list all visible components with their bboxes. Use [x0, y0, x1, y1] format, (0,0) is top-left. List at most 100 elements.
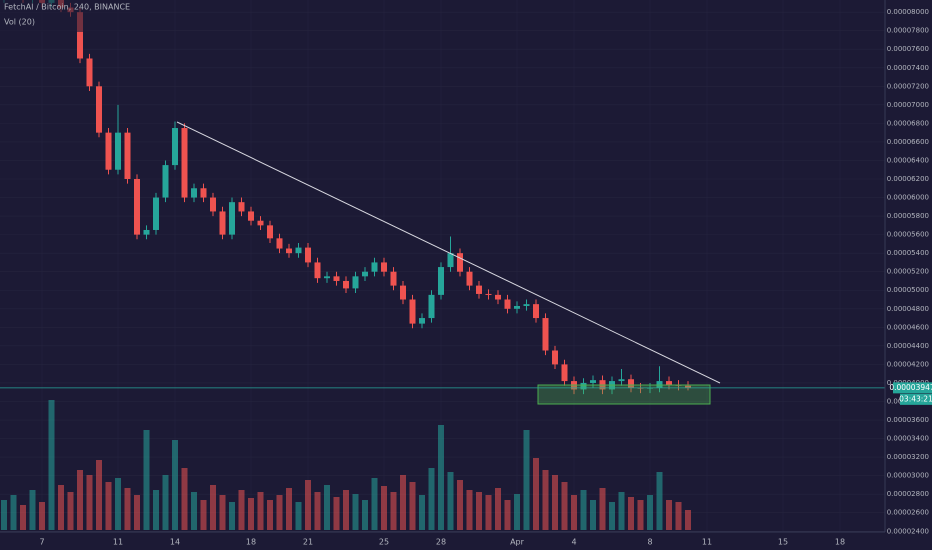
x-tick-label: 15	[778, 538, 788, 547]
y-tick-label: 0.00003600	[887, 416, 929, 424]
volume-bar	[609, 502, 615, 530]
volume-bar	[58, 485, 64, 530]
candle-body	[476, 285, 482, 294]
x-tick-label: 4	[571, 538, 576, 547]
candle-body	[267, 225, 273, 239]
candle-body	[666, 381, 672, 385]
volume-bar	[39, 502, 45, 530]
volume-bar	[485, 495, 492, 530]
trend-line	[176, 121, 721, 384]
y-tick-label: 0.00007400	[887, 64, 929, 72]
candle-body	[685, 385, 691, 388]
candle-body	[172, 128, 178, 166]
candle-body	[590, 380, 596, 383]
volume-bar	[105, 482, 112, 530]
candle-body	[191, 188, 197, 198]
volume-bar	[390, 492, 397, 530]
y-tick-label: 0.00004200	[887, 360, 929, 368]
candle-body	[257, 220, 264, 226]
volume-bar	[685, 510, 691, 530]
x-tick-label: Apr	[510, 538, 525, 547]
x-tick-label: 21	[303, 538, 313, 547]
volume-bar	[618, 492, 625, 530]
candle-body	[457, 253, 463, 272]
volume-bar	[533, 458, 539, 530]
candle-body	[210, 197, 216, 212]
y-tick-label: 0.00005400	[887, 249, 929, 257]
countdown: 03:43:21	[899, 394, 932, 403]
y-tick-label: 0.00002800	[887, 490, 929, 498]
y-tick-label: 0.00002400	[887, 527, 929, 535]
volume-bar	[447, 472, 454, 530]
candle-body	[485, 293, 492, 295]
y-tick-label: 0.00005600	[887, 231, 929, 239]
y-tick-label: 0.00003000	[887, 472, 929, 480]
candle-body	[466, 271, 473, 286]
x-tick-label: 11	[702, 538, 712, 547]
candle-body	[514, 305, 520, 309]
volume-pane	[1, 400, 691, 530]
candle-body	[324, 276, 330, 279]
x-tick-label: 18	[246, 538, 256, 547]
volume-bar	[495, 488, 501, 530]
volume-bar	[162, 475, 169, 530]
volume-bar	[86, 475, 93, 530]
y-tick-label: 0.00006000	[887, 194, 929, 202]
volume-bar	[599, 488, 606, 530]
candle-body	[162, 165, 169, 198]
candle-body	[409, 299, 416, 324]
y-tick-label: 0.00004800	[887, 305, 929, 313]
volume-bar	[134, 495, 140, 530]
support-zone	[537, 384, 711, 405]
volume-bar	[362, 500, 368, 530]
candles	[3, 0, 691, 395]
volume-bar	[153, 490, 159, 530]
candle-body	[352, 276, 359, 289]
volume-bar	[229, 502, 235, 530]
y-tick-label: 0.00004600	[887, 323, 929, 331]
volume-bar	[542, 470, 549, 530]
x-tick-label: 28	[436, 538, 446, 547]
volume-bar	[172, 440, 178, 530]
volume-bar	[96, 460, 102, 530]
volume-bar	[10, 495, 17, 530]
candle-body	[134, 179, 140, 235]
volume-bar	[552, 475, 558, 530]
candle-body	[381, 262, 387, 272]
candle-body	[181, 128, 188, 198]
volume-bar	[333, 497, 340, 530]
y-tick-label: 0.00006400	[887, 156, 929, 164]
volume-bar	[580, 490, 587, 530]
candle-body	[219, 211, 226, 235]
y-tick-label: 0.00007600	[887, 45, 929, 53]
volume-bar	[571, 495, 577, 530]
candle-body	[286, 248, 292, 254]
volume-bar	[466, 490, 473, 530]
y-tick-label: 0.00005000	[887, 286, 929, 294]
volume-legend[interactable]: Vol (20)	[4, 18, 35, 27]
volume-bar	[124, 488, 131, 530]
candle-body	[504, 299, 511, 309]
volume-bar	[219, 495, 226, 530]
candle-body	[580, 382, 587, 390]
volume-bar	[438, 425, 444, 530]
candle-body	[428, 294, 435, 319]
candle-body	[523, 304, 530, 306]
x-tick-label: 18	[835, 538, 845, 547]
volume-bar	[675, 502, 682, 530]
candle-body	[105, 132, 112, 170]
y-tick-label: 0.00002600	[887, 509, 929, 517]
volume-bar	[181, 468, 188, 530]
volume-bar	[352, 494, 359, 530]
candle-body	[533, 304, 539, 319]
candle-body	[447, 253, 454, 268]
volume-bar	[647, 495, 653, 530]
volume-bar	[409, 482, 416, 530]
candle-body	[400, 285, 406, 300]
y-tick-label: 0.00004400	[887, 342, 929, 350]
last-price-label: 0.00003947	[889, 383, 932, 392]
symbol-legend[interactable]: FetchAI / Bitcoin, 240, BINANCE	[4, 3, 130, 12]
x-tick-label: 11	[113, 538, 123, 547]
